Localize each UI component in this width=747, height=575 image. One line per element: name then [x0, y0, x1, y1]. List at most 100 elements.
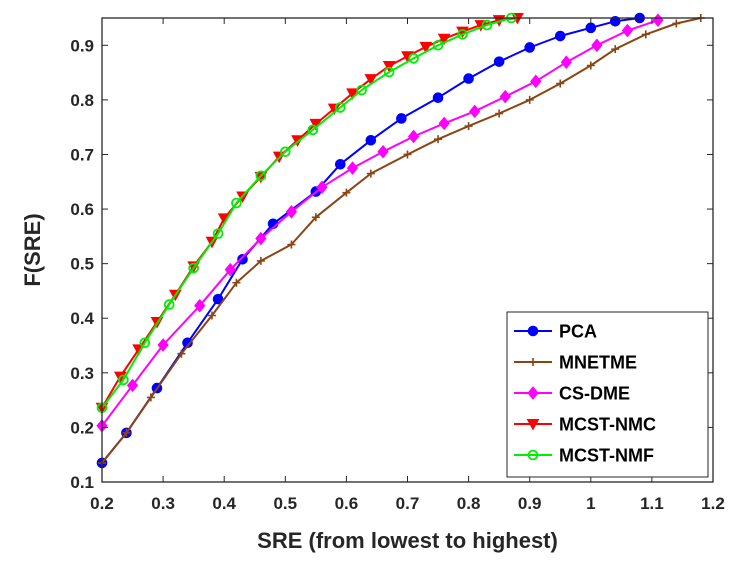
data-point-cs-dme — [255, 231, 267, 246]
data-point-pca — [212, 293, 224, 305]
data-point-mnetme — [403, 150, 412, 159]
data-point-cs-dme — [285, 205, 298, 219]
data-point-pca — [524, 42, 536, 53]
x-tick-label: 0.5 — [273, 494, 297, 513]
data-point-mcst-nmf — [279, 146, 291, 158]
data-point-mcst-nmf — [307, 124, 319, 136]
y-tick-label: 0.5 — [70, 255, 94, 274]
data-point-mnetme — [122, 428, 131, 437]
data-point-pca — [463, 73, 474, 84]
series-line-mnetme — [101, 17, 702, 464]
data-point-cs-dme — [346, 161, 359, 175]
data-point-mcst-nmf — [334, 102, 346, 113]
data-point-mcst-nmc — [346, 88, 359, 100]
data-point-cs-dme — [560, 55, 573, 69]
x-tick-label: 0.2 — [90, 494, 114, 513]
data-point-mcst-nmc — [437, 33, 451, 46]
data-point-cs-dme — [126, 378, 139, 393]
data-point-mcst-nmf — [231, 197, 242, 209]
data-point-mcst-nmc — [419, 41, 433, 54]
data-point-pca — [609, 15, 621, 27]
x-tick-label: 0.7 — [396, 494, 420, 513]
data-point-mnetme — [525, 95, 534, 104]
series-mcst-nmc — [95, 13, 524, 415]
data-point-mnetme — [366, 169, 375, 178]
legend: PCA MNETME CS-DME MCST-NMC MCST-NMF — [506, 311, 709, 478]
data-point-cs-dme — [224, 262, 236, 277]
data-point-cs-dme — [621, 23, 634, 38]
data-point-mcst-nmc — [456, 26, 469, 39]
data-point-mcst-nmf — [481, 19, 493, 31]
x-tick-label: 0.3 — [151, 494, 175, 513]
y-tick-label: 0.2 — [70, 418, 94, 437]
y-tick-label: 0.1 — [70, 473, 94, 492]
legend-item-mcst-nmc: MCST-NMC — [514, 415, 656, 435]
data-point-mcst-nmf — [139, 337, 151, 349]
legend-box — [506, 311, 709, 478]
data-point-cs-dme — [316, 180, 328, 195]
data-point-mcst-nmf — [163, 299, 175, 310]
y-tick-label: 0.6 — [70, 200, 94, 219]
data-point-pca — [334, 158, 346, 170]
legend-swatch-marker — [529, 358, 537, 366]
x-axis-title: SRE (from lowest to highest) — [257, 528, 558, 553]
x-tick-label: 0.4 — [212, 494, 236, 513]
data-point-mcst-nmc — [254, 171, 268, 184]
data-point-mnetme — [586, 61, 595, 70]
y-tick-label: 0.8 — [70, 91, 94, 110]
data-point-cs-dme — [438, 116, 450, 131]
data-point-mnetme — [177, 349, 186, 358]
legend-label: PCA — [559, 322, 597, 342]
legend-swatch-marker — [527, 449, 539, 461]
legend-swatch-marker — [527, 325, 539, 337]
legend-label: MCST-NMC — [559, 415, 656, 435]
data-point-mcst-nmf — [188, 262, 199, 274]
data-point-mnetme — [287, 240, 296, 249]
legend-swatch-marker — [527, 386, 539, 400]
data-point-pca — [554, 30, 566, 42]
data-point-pca — [585, 22, 597, 34]
data-point-pca — [237, 253, 248, 265]
legend-swatch-marker — [526, 419, 540, 431]
data-point-mcst-nmf — [383, 66, 395, 78]
legend-item-cs-dme: CS-DME — [514, 384, 630, 404]
data-point-cs-dme — [499, 89, 511, 104]
data-point-mcst-nmc — [382, 61, 396, 73]
legend-label: MCST-NMF — [559, 446, 654, 466]
tick-layer: 0.2 0.3 0.4 0.5 0.6 0.7 0.8 0.9 1 1.1 1.2 0.1 0.2 0.3… — [70, 18, 725, 513]
y-tick-label: 0.7 — [70, 145, 94, 164]
data-point-mnetme — [311, 213, 320, 222]
data-point-mcst-nmf — [408, 53, 419, 64]
x-tick-label: 0.9 — [518, 494, 542, 513]
data-point-mnetme — [146, 393, 155, 402]
data-point-pca — [493, 56, 505, 67]
data-point-mnetme — [434, 135, 443, 144]
y-axis-title: F(SRE) — [20, 213, 45, 286]
data-point-cs-dme — [530, 74, 542, 89]
data-point-cs-dme — [652, 13, 664, 27]
data-point-mcst-nmf — [432, 39, 444, 51]
data-point-mcst-nmf — [356, 84, 367, 96]
series-layer — [95, 12, 705, 469]
data-point-mcst-nmf — [255, 170, 267, 182]
data-point-mnetme — [641, 30, 650, 39]
x-tick-label: 1 — [586, 494, 595, 513]
data-point-mcst-nmc — [364, 74, 378, 86]
data-point-mcst-nmf — [457, 29, 468, 40]
data-point-mnetme — [232, 278, 241, 287]
data-point-pca — [432, 92, 444, 103]
y-tick-label: 0.4 — [70, 309, 94, 328]
data-point-mcst-nmf — [212, 228, 224, 239]
data-point-mnetme — [464, 122, 473, 131]
data-point-cs-dme — [157, 338, 169, 352]
data-point-mnetme — [342, 188, 351, 197]
data-point-cs-dme — [194, 298, 206, 313]
data-point-pca — [365, 134, 377, 146]
x-tick-label: 1.1 — [640, 494, 664, 513]
data-point-mnetme — [672, 19, 681, 28]
data-point-cs-dme — [469, 104, 481, 119]
data-point-mnetme — [556, 79, 565, 88]
data-point-cs-dme — [377, 144, 389, 159]
data-point-mnetme — [207, 311, 216, 320]
